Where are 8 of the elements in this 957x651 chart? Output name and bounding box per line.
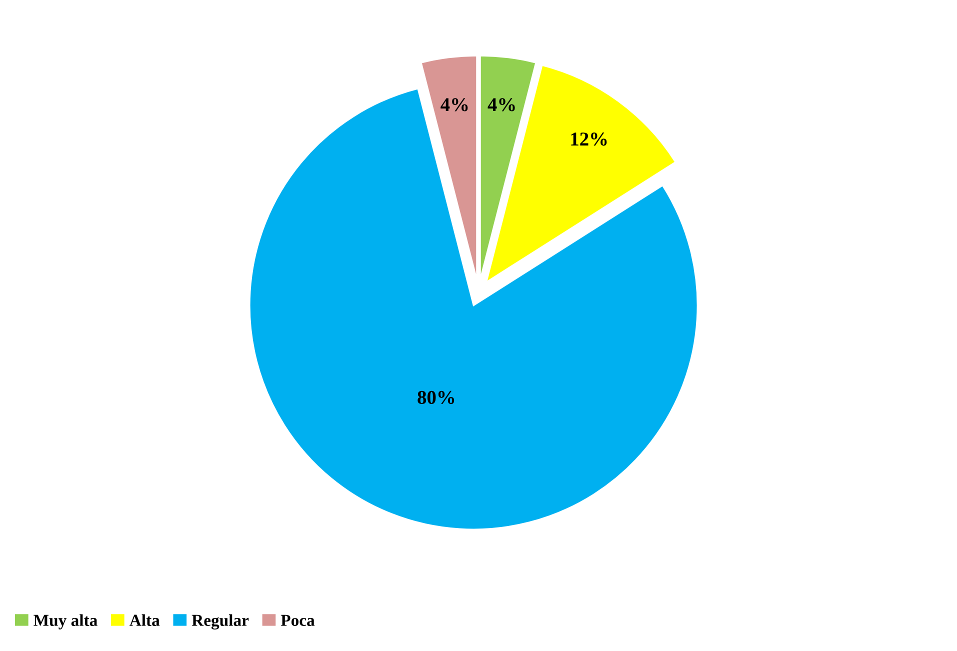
data-label: 4% [440,98,468,112]
data-label: 12% [571,132,607,146]
legend-label: Muy alta [34,614,98,630]
legend-label: Poca [280,614,315,626]
data-label: 80% [418,390,454,404]
legend-label: Regular [192,614,249,630]
data-label: 4% [488,98,515,112]
legend-label: Alta [130,614,160,626]
